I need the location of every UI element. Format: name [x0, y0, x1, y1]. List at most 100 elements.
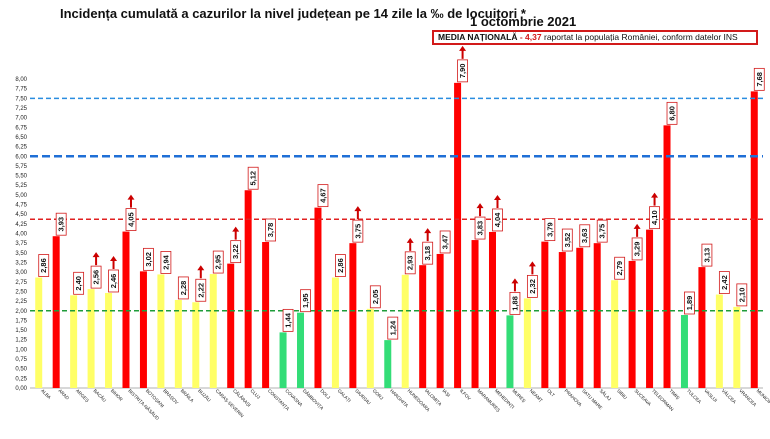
y-tick-label: 4,50	[15, 212, 27, 218]
y-tick-label: 1,25	[15, 338, 27, 344]
data-label-box	[335, 254, 346, 277]
data-label-box	[38, 254, 50, 277]
up-arrow-icon	[354, 206, 362, 220]
y-tick-label: 1,50	[15, 328, 27, 334]
bar	[209, 274, 217, 388]
bar	[558, 252, 566, 388]
bar	[366, 308, 374, 388]
up-arrow-icon	[651, 192, 659, 206]
category-label: ILFOV	[459, 388, 473, 402]
bar	[105, 292, 113, 388]
y-tick-label: 0,50	[15, 367, 27, 373]
up-arrow-icon	[127, 194, 135, 208]
data-label-box	[492, 208, 503, 232]
data-label: 1,89	[685, 296, 694, 311]
data-label-box	[614, 256, 626, 280]
data-label-box	[143, 247, 154, 271]
y-tick-label: 6,00	[15, 154, 27, 160]
bar	[454, 82, 462, 389]
data-label-box	[73, 271, 85, 295]
data-label: 2,05	[371, 290, 380, 305]
y-tick-label: 1,75	[15, 318, 27, 324]
y-tick-label: 2,25	[15, 299, 27, 305]
data-label-box	[666, 101, 678, 125]
y-tick-label: 2,50	[15, 289, 27, 295]
category-label: TIMIȘ	[668, 388, 680, 400]
chart-title: Incidența cumulată a cazurilor la nivel …	[60, 6, 526, 21]
data-label: 3,75	[353, 224, 362, 239]
category-label: VÂLCEA	[721, 387, 739, 405]
data-label: 2,10	[737, 288, 746, 303]
category-label: BRĂILA	[180, 387, 196, 403]
y-tick-label: 2,75	[15, 280, 27, 286]
bar	[70, 295, 78, 388]
up-arrow-icon	[406, 237, 414, 251]
data-label: 3,02	[144, 252, 153, 267]
data-label: 2,40	[74, 276, 83, 291]
up-arrow-icon	[633, 223, 641, 237]
data-label: 2,28	[179, 281, 188, 296]
bar	[122, 231, 130, 388]
data-label-box	[160, 251, 172, 274]
y-tick-label: 0,75	[15, 357, 27, 363]
category-label: ARAD	[57, 388, 70, 401]
data-label-box	[457, 59, 468, 83]
up-arrow-icon	[459, 45, 467, 59]
data-label-box	[369, 285, 381, 309]
data-label-box	[352, 219, 364, 243]
data-label-box	[195, 278, 207, 302]
y-tick-label: 5,75	[15, 164, 27, 170]
data-label: 2,79	[615, 261, 624, 276]
bar	[157, 274, 165, 388]
y-tick-label: 5,50	[15, 174, 27, 180]
category-label: MUNICIPIUL BUCUREȘTI	[756, 388, 770, 430]
bar	[698, 267, 706, 388]
data-label-box	[736, 283, 748, 307]
data-label: 5,12	[249, 171, 258, 186]
chart-date: 1 octombrie 2021	[470, 14, 577, 29]
bar	[262, 241, 270, 388]
data-label-box	[282, 308, 294, 332]
data-label-box	[317, 184, 329, 208]
category-label: NEAMȚ	[529, 388, 544, 403]
bar	[401, 274, 409, 388]
category-label: BISTRIȚA-NĂSĂUD	[127, 387, 161, 421]
data-label: 3,63	[580, 228, 589, 243]
national-average-label: MEDIA NAȚIONALĂ	[438, 32, 518, 42]
category-label: GORJ	[372, 388, 385, 401]
bar	[227, 263, 235, 388]
y-tick-label: 5,00	[15, 193, 27, 199]
y-tick-label: 3,00	[15, 270, 27, 276]
data-label: 3,79	[545, 222, 554, 237]
y-tick-label: 7,00	[15, 116, 27, 122]
data-label: 6,80	[668, 106, 677, 121]
data-label-box	[649, 206, 660, 230]
data-label-box	[684, 291, 695, 315]
bar	[279, 332, 287, 388]
bar	[628, 260, 636, 388]
up-arrow-icon	[528, 261, 536, 275]
y-tick-label: 4,25	[15, 222, 27, 228]
category-label: SUCEAVA	[633, 388, 652, 407]
y-tick-label: 2,00	[15, 309, 27, 315]
y-tick-label: 7,75	[15, 87, 27, 93]
data-label: 7,68	[755, 72, 764, 87]
bar	[419, 265, 427, 388]
up-arrow-icon	[232, 226, 240, 240]
y-tick-label: 3,50	[15, 251, 27, 257]
bar	[680, 314, 688, 388]
y-tick-label: 6,75	[15, 125, 27, 131]
data-label: 3,83	[476, 221, 485, 236]
data-label-box	[579, 224, 591, 248]
category-label: GIURGIU	[354, 388, 371, 405]
bar	[471, 240, 479, 388]
bar	[87, 289, 95, 388]
category-label: SIBIU	[616, 388, 628, 400]
bar	[35, 277, 43, 388]
data-label: 2,32	[528, 279, 537, 294]
category-label: VASLUI	[703, 388, 718, 403]
y-tick-label: 6,50	[15, 135, 27, 141]
up-arrow-icon	[110, 255, 118, 269]
data-label-box	[701, 243, 713, 267]
data-label-box	[387, 316, 399, 340]
